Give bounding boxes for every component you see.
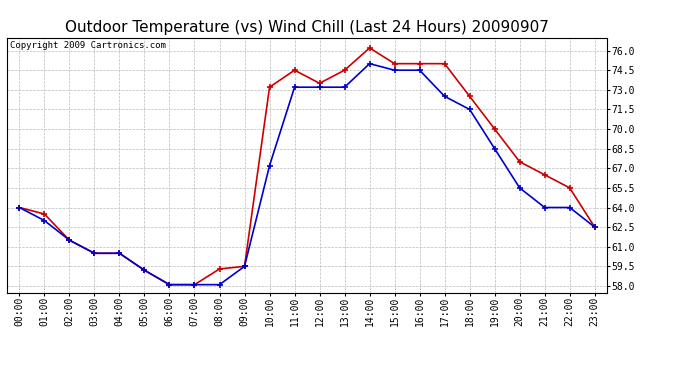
Title: Outdoor Temperature (vs) Wind Chill (Last 24 Hours) 20090907: Outdoor Temperature (vs) Wind Chill (Las… — [65, 20, 549, 35]
Text: Copyright 2009 Cartronics.com: Copyright 2009 Cartronics.com — [10, 41, 166, 50]
